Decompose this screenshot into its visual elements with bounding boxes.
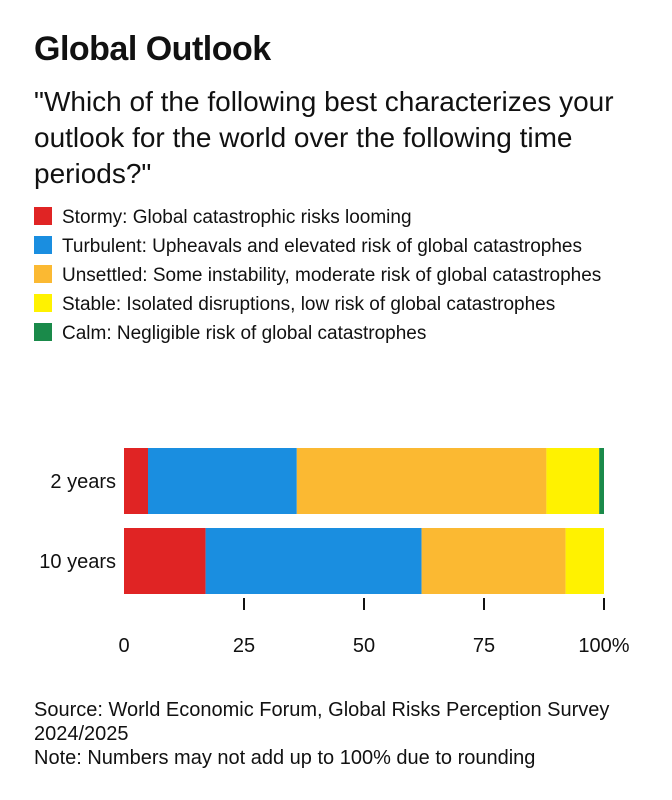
chart-title: Global Outlook [34, 30, 271, 68]
bar-segment-turbulent-2y [148, 448, 297, 514]
legend-label-turbulent: Turbulent: Upheavals and elevated risk o… [62, 236, 582, 257]
legend-label-stormy: Stormy: Global catastrophic risks loomin… [62, 207, 412, 228]
bar-segment-turbulent-10y [205, 528, 422, 594]
legend-item-stormy: Stormy: Global catastrophic risks loomin… [34, 206, 634, 230]
bar-segment-stormy-2y [124, 448, 148, 514]
legend-item-stable: Stable: Isolated disruptions, low risk o… [34, 293, 634, 317]
legend-item-turbulent: Turbulent: Upheavals and elevated risk o… [34, 235, 634, 259]
legend: Stormy: Global catastrophic risks loomin… [34, 206, 634, 351]
bar-segment-unsettled-10y [421, 528, 566, 594]
bar-segment-stable-10y [565, 528, 604, 594]
bar-segment-calm-2y [599, 448, 604, 514]
category-label: 2 years [50, 471, 116, 493]
legend-label-stable: Stable: Isolated disruptions, low risk o… [62, 294, 556, 315]
legend-item-calm: Calm: Negligible risk of global catastro… [34, 322, 634, 346]
bar-segment-unsettled-2y [296, 448, 547, 514]
x-tick-label: 25 [233, 635, 255, 657]
legend-label-calm: Calm: Negligible risk of global catastro… [62, 323, 427, 344]
legend-swatch-stormy [34, 207, 52, 225]
legend-label-unsettled: Unsettled: Some instability, moderate ri… [62, 265, 602, 286]
bar-segment-stormy-10y [124, 528, 206, 594]
legend-swatch-calm [34, 323, 52, 341]
legend-swatch-turbulent [34, 236, 52, 254]
x-tick-label: 75 [473, 635, 495, 657]
legend-swatch-stable [34, 294, 52, 312]
source-note: Source: World Economic Forum, Global Ris… [34, 699, 610, 745]
chart-footer: Source: World Economic Forum, Global Ris… [34, 698, 654, 770]
chart-subtitle: "Which of the following best characteriz… [34, 86, 614, 189]
legend-swatch-unsettled [34, 265, 52, 283]
legend-item-unsettled: Unsettled: Some instability, moderate ri… [34, 264, 634, 288]
category-label: 10 years [39, 551, 116, 573]
rounding-note: Note: Numbers may not add up to 100% due… [34, 747, 536, 769]
x-tick-label: 50 [353, 635, 375, 657]
bar-segment-stable-2y [546, 448, 600, 514]
x-tick-label: 0 [118, 635, 129, 657]
stacked-bar-chart: 2 years 10 years 0 25 50 75 100% [39, 448, 630, 657]
x-tick-label: 100% [578, 635, 629, 657]
